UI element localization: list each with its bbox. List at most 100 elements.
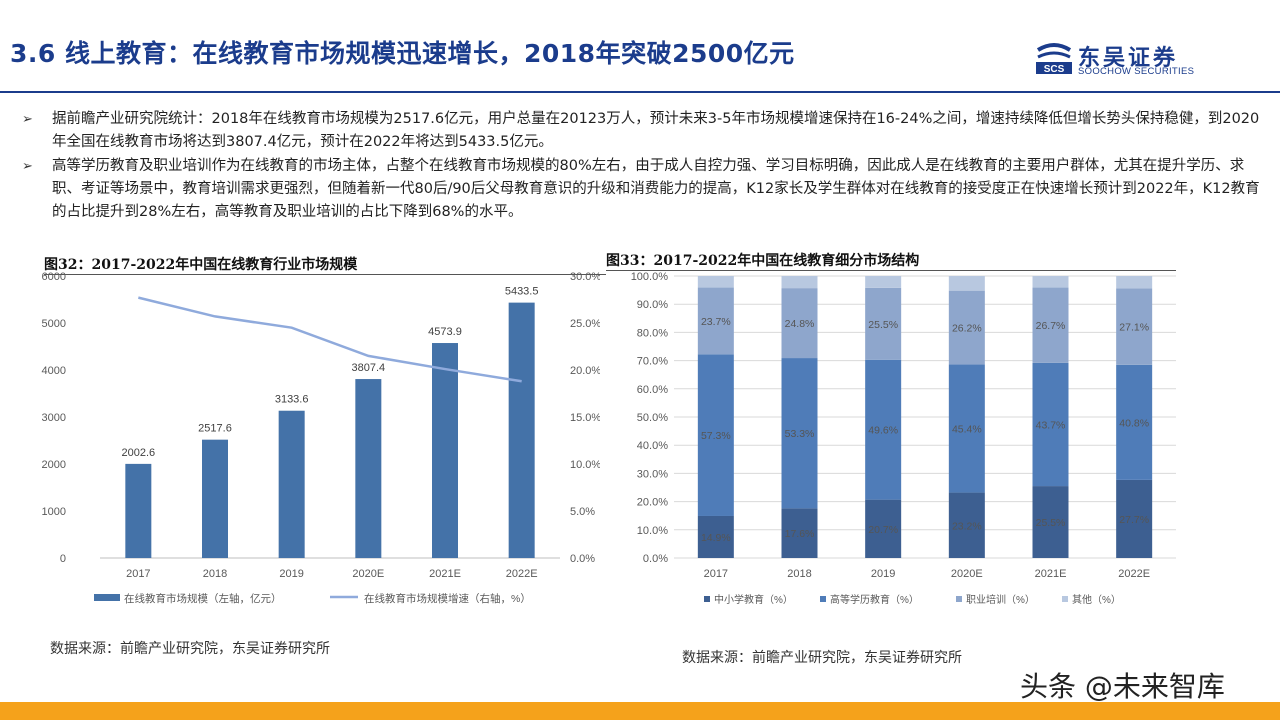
stacked-bar-segment [781,276,818,289]
y-tick-label: 40.0% [637,440,668,452]
bullet-text: 据前瞻产业研究院统计：2018年在线教育市场规模为2517.6亿元，用户总量在2… [52,111,1260,150]
stacked-bar-segment [1116,364,1153,480]
segment-data-label: 25.5% [868,319,898,331]
arrow-bullet-icon: ➢ [22,112,33,127]
y-tick-label: 1000 [42,506,66,518]
stacked-bar-segment [781,508,818,558]
legend-label-bar: 在线教育市场规模（左轴，亿元） [124,592,282,605]
legend-label: 中小学教育（%） [714,593,793,606]
x-tick-label: 2019 [279,568,303,580]
bar-data-label: 3133.6 [275,394,309,406]
bar [125,463,152,558]
x-tick-label: 2022E [1118,568,1150,580]
y-tick-label: 2000 [42,459,66,471]
logo-english-name: SOOCHOW SECURITIES [1078,66,1195,77]
bar [278,410,305,558]
segment-data-label: 57.3% [701,430,731,442]
bullet-point-2: ➢ 高等学历教育及职业培训作为在线教育的市场主体，占整个在线教育市场规模的80%… [22,155,1262,224]
y-tick-label: 4000 [42,365,66,377]
bar [432,343,458,558]
watermark: 头条 @未来智库 [1020,670,1225,703]
logo-mark-icon: SCS [1036,43,1072,75]
x-tick-label: 2018 [203,568,227,580]
stacked-bar-segment [1032,287,1069,363]
segment-data-label: 26.7% [1036,320,1066,332]
stacked-bar-segment [948,276,985,291]
stacked-bar-segment [1032,276,1069,288]
legend-label-line: 在线教育市场规模增速（右轴，%） [364,592,531,605]
segment-data-label: 27.1% [1119,322,1149,334]
x-tick-label: 2018 [787,568,811,580]
figure-33-title: 图33：2017-2022年中国在线教育细分市场结构 [606,253,920,269]
segment-data-label: 43.7% [1036,419,1066,431]
segment-data-label: 45.4% [952,424,982,436]
legend-swatch [1062,596,1068,602]
x-tick-label: 2020E [352,568,384,580]
stacked-bar-segment [1032,486,1069,558]
x-tick-label: 2021E [1035,568,1067,580]
chart-market-size: 0 1000 2000 3000 4000 5000 6000 0.0% 5.0% 10.0% 15… [42,271,600,605]
chart-market-structure: 0.0% 10.0% 20.0% 30.0% 40.0% 50.0% 60.0% 70.0% 8… [631,271,1176,606]
y-tick-label: 0.0% [643,553,668,565]
bar-data-label: 2517.6 [198,423,232,435]
segment-data-label: 25.5% [1036,517,1066,529]
y2-tick-label: 0.0% [570,553,595,565]
stacked-bar-segment [1116,288,1153,365]
bar-data-label: 5433.5 [505,286,539,298]
header: 3.6 线上教育：在线教育市场规模迅速增长，2018年突破2500亿元 SCS … [0,0,1280,93]
bar-data-label: 3807.4 [352,362,386,374]
segment-data-label: 24.8% [785,318,815,330]
title-divider [0,91,1280,93]
legend-swatch [704,596,710,602]
stacked-bar-segment [865,276,902,288]
stacked-bar-segment [697,276,734,288]
legend-swatch [956,596,962,602]
stacked-bar-segment [1116,276,1153,289]
y-tick-label: 30.0% [637,468,668,480]
figure-33-source: 数据来源：前瞻产业研究院，东吴证券研究所 [682,650,962,666]
x-tick-label: 2020E [951,568,983,580]
stacked-bar-segment [865,499,902,558]
segment-data-label: 23.7% [701,316,731,328]
segment-data-label: 14.9% [701,532,731,544]
bar [202,439,228,558]
figure-33-title-rule [606,270,1176,271]
figure-32-title: 图32：2017-2022年中国在线教育行业市场规模 [44,257,358,273]
company-logo: SCS 东吴证券 SOOCHOW SECURITIES [1034,40,1224,80]
y-tick-label: 80.0% [637,327,668,339]
legend-label: 其他（%） [1072,593,1121,606]
x-tick-label: 2017 [126,568,150,580]
y-tick-label: 6000 [42,271,66,283]
bar-data-label: 4573.9 [428,326,462,338]
y-tick-label: 50.0% [637,412,668,424]
bar-data-label: 2002.6 [122,447,156,459]
segment-data-label: 23.2% [952,520,982,532]
y-tick-label: 3000 [42,412,66,424]
segment-data-label: 40.8% [1119,417,1149,429]
stacked-bar-segment [948,492,985,558]
x-tick-label: 2019 [871,568,895,580]
x-tick-label: 2021E [429,568,461,580]
y2-tick-label: 5.0% [570,506,595,518]
stacked-bar-segment [865,359,902,500]
y-tick-label: 10.0% [637,525,668,537]
y2-tick-label: 25.0% [570,318,600,330]
growth-rate-line [138,296,522,383]
segment-data-label: 26.2% [952,323,982,335]
stacked-bar-segment [697,287,734,355]
y2-tick-label: 30.0% [570,271,600,283]
x-tick-label: 2017 [704,568,728,580]
legend-swatch-bar [94,594,120,601]
y-tick-label: 100.0% [631,271,669,283]
stacked-bar-segment [697,515,734,558]
y-tick-label: 0 [60,553,66,565]
stacked-bar-segment [948,364,985,493]
figure-32-source: 数据来源：前瞻产业研究院，东吴证券研究所 [50,641,330,657]
stacked-bar-segment [948,290,985,365]
y-tick-label: 90.0% [637,299,668,311]
segment-data-label: 53.3% [785,428,815,440]
bullet-text: 高等学历教育及职业培训作为在线教育的市场主体，占整个在线教育市场规模的80%左右… [52,158,1260,220]
segment-data-label: 20.7% [868,524,898,536]
y2-tick-label: 15.0% [570,412,600,424]
y2-tick-label: 20.0% [570,365,600,377]
